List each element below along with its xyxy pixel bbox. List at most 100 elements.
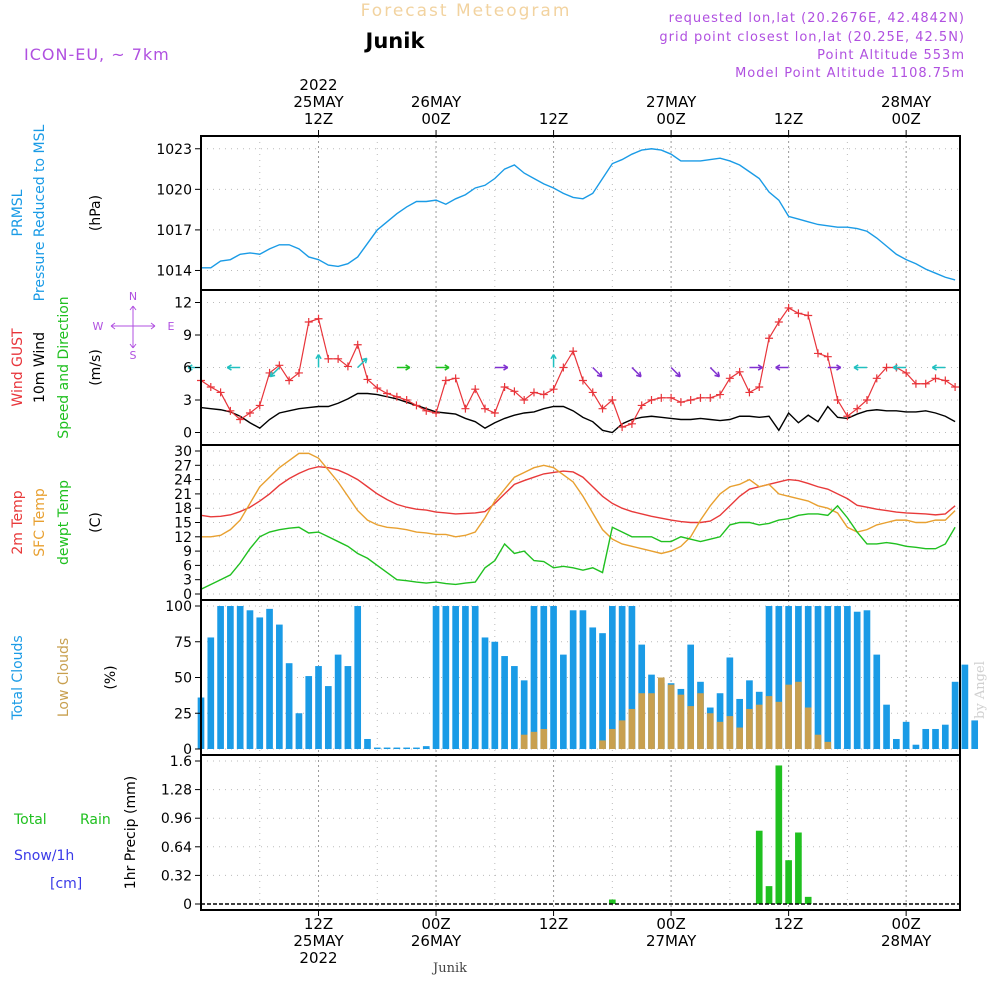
top-time-label: 12Z: [304, 110, 333, 128]
top-time-label: 28MAY: [881, 93, 932, 111]
gust-marker: [412, 401, 421, 410]
gust-marker: [402, 396, 411, 404]
watermark: by Angel: [973, 661, 988, 719]
cloud-bar-total_clouds: [550, 606, 557, 749]
cloud-bar-total_clouds: [246, 610, 254, 749]
top-time-label: 12Z: [539, 110, 568, 128]
cloud-bar-total_clouds: [579, 610, 587, 749]
wind-arrow-head: [853, 364, 859, 371]
info-model-altitude: Model Point Altitude 1108.75m: [735, 66, 965, 81]
cloud-bar-total_clouds: [941, 724, 949, 749]
cloud-bar-total_clouds: [883, 704, 890, 749]
cloud-bar-total_clouds: [276, 624, 283, 749]
axis-label-wind: (m/s): [88, 349, 104, 386]
gust-marker: [285, 376, 294, 385]
y-tick-label: 12: [174, 530, 192, 546]
gust-marker: [755, 383, 764, 391]
cloud-bar-total_clouds: [775, 606, 783, 749]
gust-marker: [588, 388, 597, 397]
gust-marker: [206, 383, 215, 391]
gust-marker: [441, 376, 450, 385]
cloud-bar-low_clouds: [736, 727, 743, 749]
bottom-time-label: 00Z: [421, 915, 450, 933]
gust-marker: [833, 396, 842, 404]
y-tick-label: 0.64: [161, 840, 192, 856]
gust-marker: [853, 404, 862, 413]
wind-arrow-head: [931, 364, 937, 371]
gust-marker: [696, 393, 705, 402]
cloud-bar-total_clouds: [540, 606, 548, 749]
gust-line: [200, 307, 956, 428]
wind-arrow-head: [444, 364, 450, 371]
top-time-label: 00Z: [656, 110, 685, 128]
gust-marker: [343, 362, 352, 371]
y-tick-label: 1023: [156, 142, 192, 158]
gust-marker: [725, 374, 734, 383]
gust-marker: [392, 392, 401, 401]
cloud-bar-low_clouds: [628, 708, 636, 749]
gust-marker: [245, 409, 254, 417]
cloud-bar-total_clouds: [824, 606, 832, 749]
cloud-bar-total_clouds: [432, 606, 440, 749]
gust-marker: [902, 368, 911, 377]
y-tick-label: 24: [174, 473, 192, 489]
y-tick-label: 0.32: [161, 868, 192, 884]
y-tick-label: 0.96: [161, 811, 192, 827]
cloud-bar-total_clouds: [305, 676, 313, 749]
bottom-time-label: 00Z: [656, 915, 685, 933]
gust-marker: [226, 406, 235, 415]
cloud-bar-total_clouds: [471, 606, 479, 749]
panel-frame-wind: [200, 289, 961, 446]
cloud-bar-total_clouds: [403, 747, 410, 749]
compass-west: W: [93, 320, 104, 333]
gust-marker: [510, 387, 519, 396]
gust-marker: [843, 412, 852, 421]
cloud-bar-total_clouds: [413, 747, 420, 749]
cloud-bar-total_clouds: [383, 747, 391, 749]
precip-bar: [755, 830, 763, 904]
gust-marker: [383, 389, 392, 398]
wind-arrow-head: [635, 371, 642, 378]
wind10m-line: [200, 392, 956, 434]
wind-arrow-head: [361, 357, 368, 364]
cloud-bar-low_clouds: [687, 706, 695, 749]
cloud-bar-total_clouds: [285, 663, 293, 749]
gust-marker: [627, 419, 636, 428]
cloud-bar-total_clouds: [853, 611, 861, 749]
legend-snow-unit: [cm]: [50, 876, 82, 892]
cloud-bar-total_clouds: [569, 610, 577, 749]
y-tick-label: 1020: [156, 182, 192, 198]
gust-marker: [471, 385, 480, 394]
gust-marker: [862, 396, 871, 404]
gust-marker: [353, 340, 362, 349]
y-tick-label: 18: [174, 501, 192, 517]
cloud-bar-low_clouds: [530, 731, 538, 749]
cloud-bar-total_clouds: [726, 657, 734, 749]
bottom-time-label: 26MAY: [411, 932, 462, 950]
y-tick-label: 1.28: [161, 783, 192, 799]
axis-label-temperature: SFC Temp: [32, 488, 48, 557]
gust-marker: [686, 396, 695, 404]
wind-direction-arrow: [709, 366, 720, 378]
y-tick-label: 1.6: [170, 754, 192, 770]
gust-marker: [667, 393, 676, 402]
legend-total: Total: [13, 812, 47, 828]
cloud-bar-total_clouds: [912, 744, 920, 749]
wind-arrow-head: [550, 354, 557, 360]
y-tick-label: 1014: [156, 263, 192, 279]
cloud-bar-total_clouds: [334, 654, 342, 749]
gust-marker: [539, 390, 548, 399]
cloud-bar-low_clouds: [716, 721, 724, 749]
bottom-time-label: 28MAY: [881, 932, 932, 950]
cloud-bar-low_clouds: [785, 684, 792, 749]
gust-marker: [774, 318, 783, 326]
y-tick-label: 25: [174, 706, 192, 722]
wind-arrow-head: [503, 364, 509, 371]
compass-north: N: [129, 290, 137, 303]
cloud-bar-total_clouds: [207, 637, 215, 749]
axis-label-temperature: (C): [88, 512, 104, 533]
y-tick-label: 9: [183, 328, 192, 344]
cloud-bar-total_clouds: [501, 656, 508, 749]
gust-marker: [569, 347, 578, 356]
